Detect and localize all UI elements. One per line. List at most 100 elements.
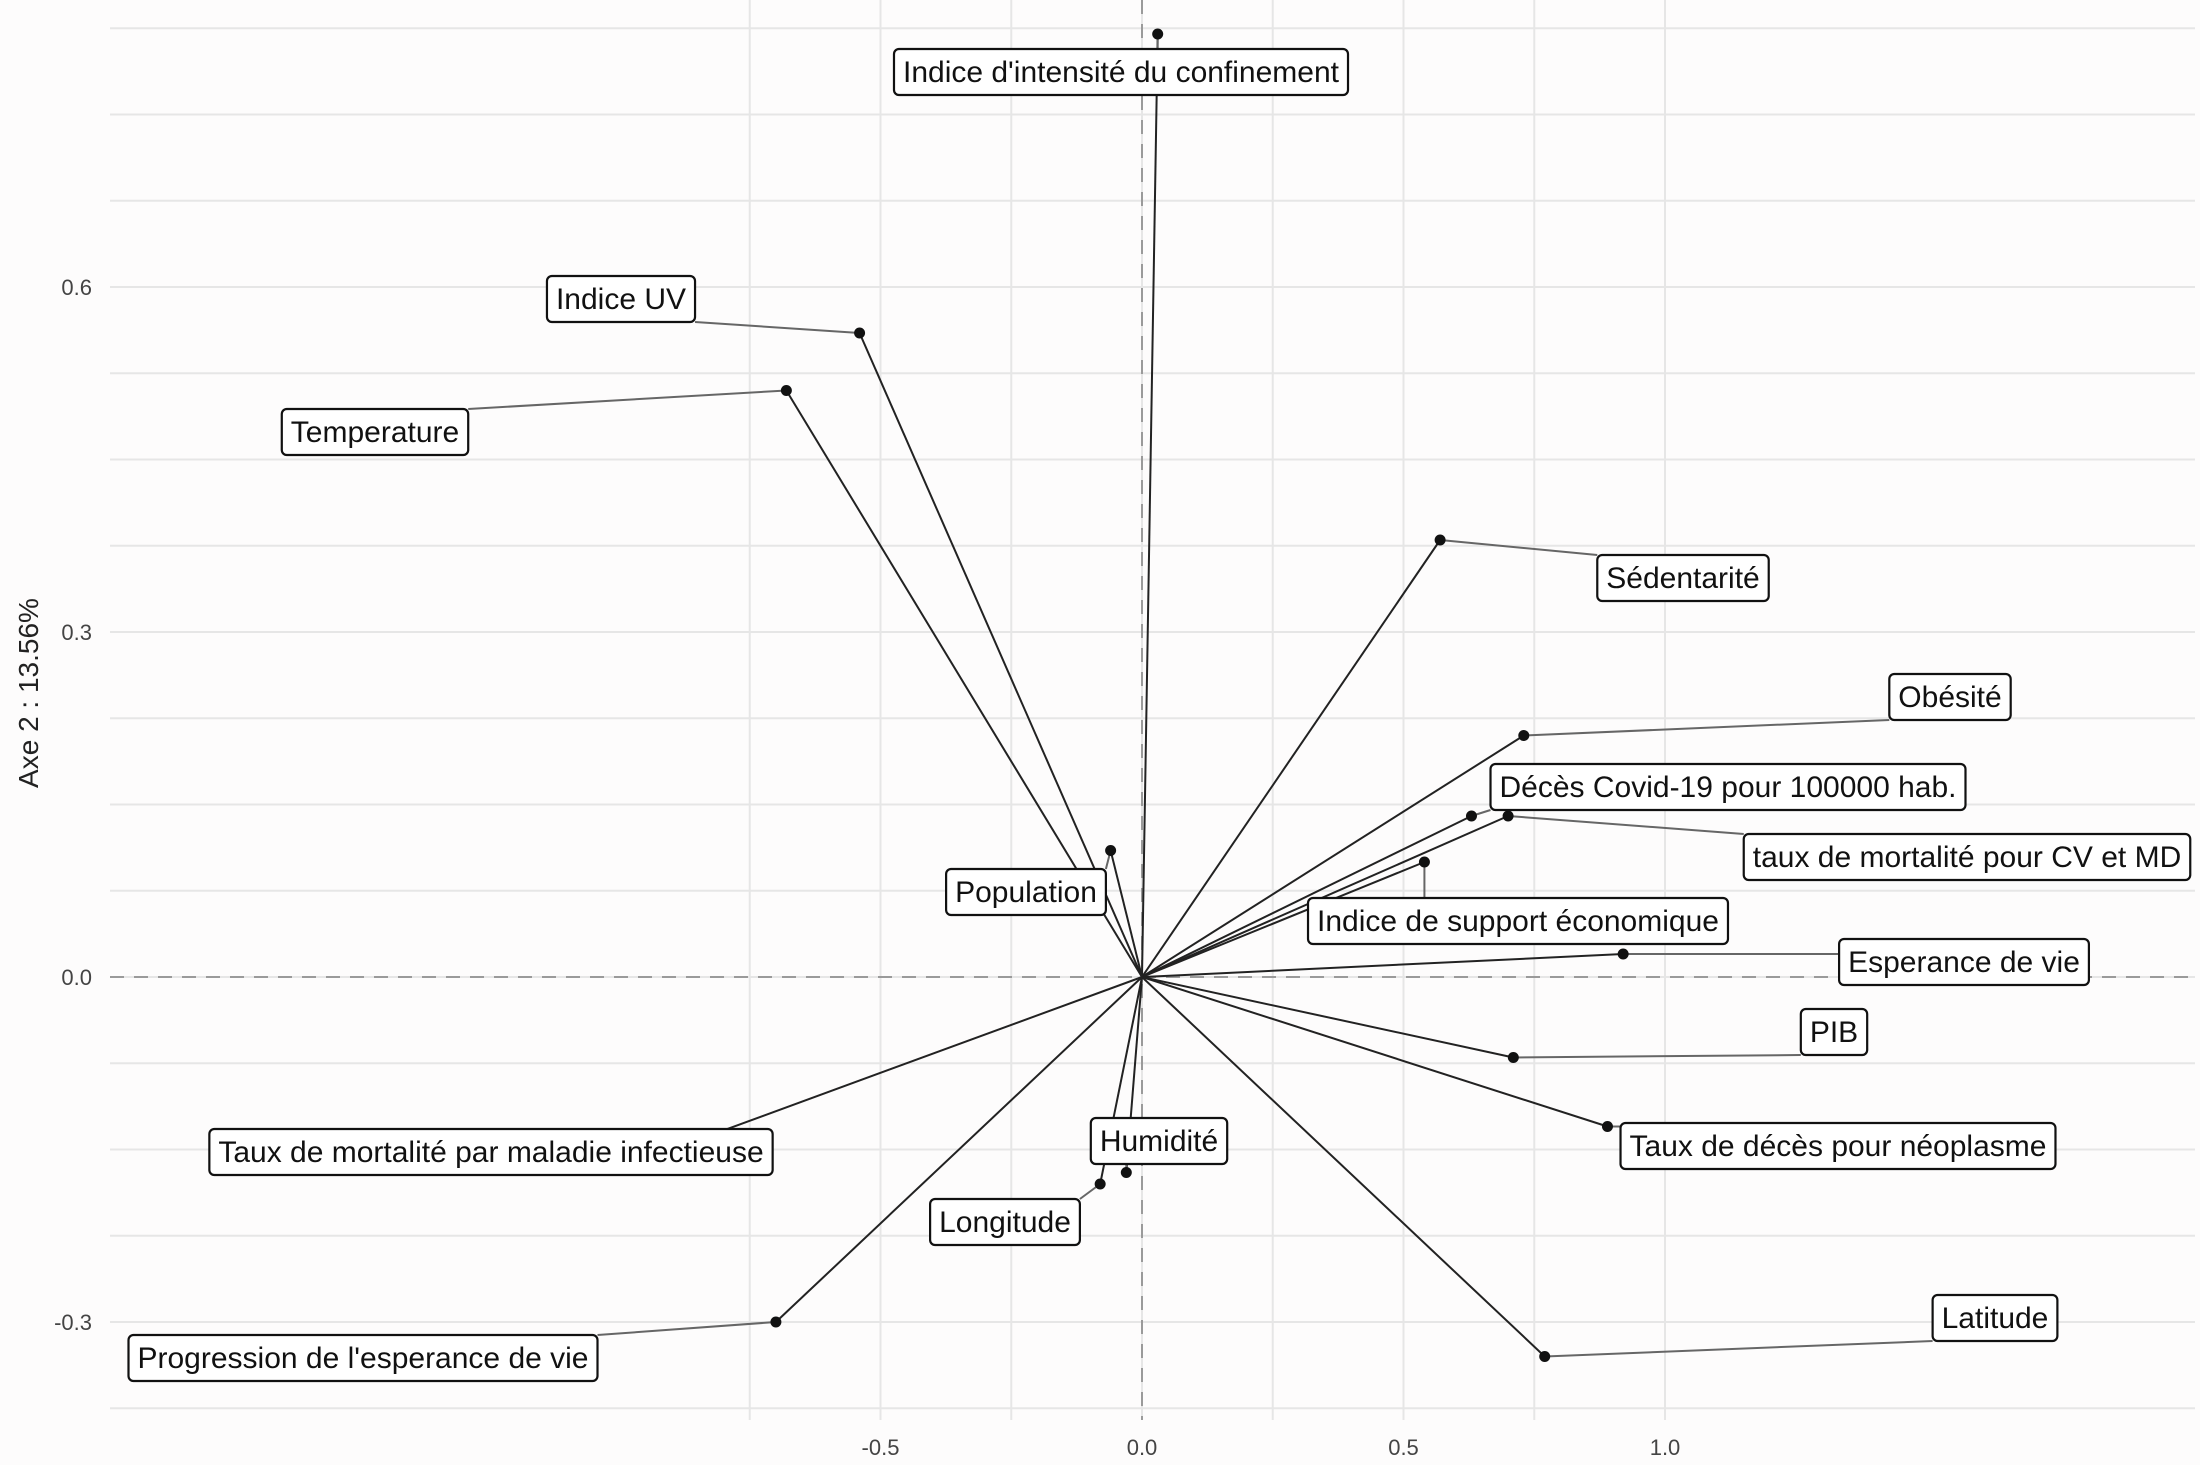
variable-label-text: Temperature [291, 416, 459, 449]
y-tick-label: 0.0 [61, 965, 92, 990]
variable-label: Indice de support économique [1306, 896, 1730, 946]
variable-point [1617, 948, 1629, 960]
variable-arrow [1141, 734, 1525, 978]
x-tick-label: 0.0 [1127, 1435, 1158, 1460]
variable-label: PIB [1799, 1007, 1869, 1057]
variable-label-text: Sédentarité [1606, 562, 1759, 595]
variable-point [1518, 730, 1530, 741]
label-connector [1440, 539, 1598, 556]
label-connector [1544, 1340, 1933, 1358]
label-connectors [468, 34, 1933, 1358]
variable-label-text: Taux de décès pour néoplasme [1630, 1130, 2047, 1163]
x-tick-label: 1.0 [1650, 1435, 1681, 1460]
variable-point [1434, 534, 1446, 546]
variable-label-box [1799, 1007, 1869, 1057]
variable-label-box [1837, 937, 2091, 987]
variable-label: Longitude [929, 1197, 1081, 1247]
variable-label-box [945, 867, 1107, 917]
variable-label-box [1619, 1121, 2057, 1171]
variable-label-text: Taux de mortalité par maladie infectieus… [218, 1136, 763, 1169]
variable-arrow [1141, 976, 1608, 1128]
variable-label-box [280, 407, 470, 457]
label-connector [694, 321, 860, 334]
variable-point [1418, 856, 1430, 868]
variable-label-text: Indice d'intensité du confinement [903, 56, 1340, 89]
variable-label-text: Indice UV [556, 283, 686, 316]
variable-label-box [1089, 1116, 1229, 1166]
variable-label-box [1931, 1293, 2059, 1343]
variable-label-text: taux de mortalité pour CV et MD [1753, 841, 2182, 874]
variable-arrow [1141, 976, 1546, 1358]
variable-label-box [1888, 672, 2012, 722]
variable-label-text: Obésité [1898, 681, 2001, 714]
variable-label-box [545, 274, 697, 324]
variable-arrow [1141, 815, 1509, 978]
variable-label-text: Longitude [939, 1206, 1071, 1239]
variable-label-box [1742, 832, 2192, 882]
variable-label: Temperature [280, 407, 470, 457]
variable-arrows [670, 33, 1624, 1358]
variable-point [1120, 1167, 1132, 1178]
y-tick-label: 0.6 [61, 275, 92, 300]
variable-label: Humidité [1089, 1116, 1229, 1166]
variable-label: Indice UV [545, 274, 697, 324]
reference-lines [110, 0, 2195, 1420]
variable-arrow [1109, 850, 1143, 978]
variable-label: Latitude [1931, 1293, 2059, 1343]
variable-arrow [1141, 815, 1472, 978]
variable-point [1465, 810, 1477, 822]
variable-label-text: Indice de support économique [1317, 905, 1719, 938]
y-axis-title: Axe 2 : 13.56% [13, 598, 44, 788]
variable-label: taux de mortalité pour CV et MD [1742, 832, 2192, 882]
variable-label: Progression de l'esperance de vie [127, 1333, 599, 1383]
variable-label-text: Progression de l'esperance de vie [138, 1342, 589, 1375]
variable-label: Décès Covid-19 pour 100000 hab. [1489, 762, 1967, 812]
variable-label: Indice d'intensité du confinement [892, 47, 1350, 97]
variable-label-box [127, 1333, 599, 1383]
variable-label-box [1306, 896, 1730, 946]
y-tick-label: -0.3 [54, 1310, 92, 1335]
label-connector [1513, 1054, 1801, 1059]
variable-label-text: PIB [1810, 1016, 1858, 1049]
variable-arrow [1141, 953, 1624, 978]
variable-label-text: Décès Covid-19 pour 100000 hab. [1500, 771, 1957, 804]
variable-label-box [1596, 553, 1770, 603]
variable-label-text: Population [955, 876, 1097, 909]
label-connector [1508, 815, 1744, 835]
variable-label: Taux de mortalité par maladie infectieus… [208, 1127, 774, 1177]
y-tick-label: 0.3 [61, 620, 92, 645]
x-tick-label: -0.5 [862, 1435, 900, 1460]
x-tick-label: 0.5 [1388, 1435, 1419, 1460]
variable-label-text: Esperance de vie [1848, 946, 2080, 979]
variable-label-box [208, 1127, 774, 1177]
variable-label-text: Humidité [1100, 1125, 1218, 1158]
variable-point [770, 1316, 782, 1328]
variable-arrow [775, 976, 1143, 1323]
variable-label: Obésité [1888, 672, 2012, 722]
variable-label: Taux de décès pour néoplasme [1619, 1121, 2057, 1171]
variable-point [1539, 1351, 1551, 1362]
label-connector [597, 1321, 776, 1336]
grid-layer [110, 0, 2195, 1420]
variable-label: Population [945, 867, 1107, 917]
axis-ticks: -0.5 0.0 0.5 1.0 -0.3 0.0 0.3 0.6 [54, 275, 1680, 1460]
variable-label: Sédentarité [1596, 553, 1770, 603]
variable-point [1152, 28, 1164, 40]
variable-point [1094, 1178, 1106, 1190]
variable-point [1507, 1052, 1519, 1063]
variable-label-box [892, 47, 1350, 97]
variable-point [1105, 845, 1117, 856]
variable-label-text: Latitude [1942, 1302, 2049, 1335]
variable-arrow [1141, 861, 1425, 978]
variable-label-box [1489, 762, 1967, 812]
variable-arrow [1141, 539, 1441, 978]
variable-point [780, 385, 792, 396]
variable-label: Esperance de vie [1837, 937, 2091, 987]
variable-arrow [1141, 976, 1514, 1059]
variable-arrow [1141, 33, 1159, 978]
variable-points [665, 28, 1629, 1362]
label-connector [1523, 719, 1890, 737]
variable-point [1502, 810, 1514, 822]
